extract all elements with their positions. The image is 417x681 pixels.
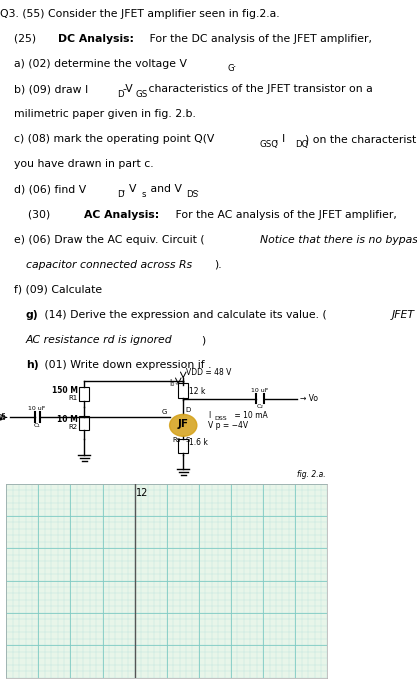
Text: 12: 12: [136, 488, 149, 498]
Text: .: .: [196, 185, 200, 195]
Text: GS: GS: [135, 90, 148, 99]
Text: s: s: [142, 190, 146, 199]
Text: G: G: [162, 409, 167, 415]
Text: For the AC analysis of the JFET amplifier,: For the AC analysis of the JFET amplifie…: [172, 210, 397, 219]
Text: 1.6 k: 1.6 k: [189, 438, 208, 447]
Text: .: .: [233, 59, 236, 69]
Text: R2: R2: [69, 424, 78, 430]
Text: R1: R1: [69, 395, 78, 401]
Text: I₀: I₀: [169, 379, 175, 388]
Text: = 10 mA: = 10 mA: [231, 411, 267, 420]
Bar: [178, 383, 188, 398]
Text: D: D: [186, 407, 191, 413]
Text: and V: and V: [147, 185, 182, 195]
Text: a) (02) determine the voltage V: a) (02) determine the voltage V: [0, 59, 187, 69]
Text: -V: -V: [122, 84, 133, 94]
Text: G: G: [228, 65, 234, 74]
Text: capacitor connected across Rs: capacitor connected across Rs: [26, 259, 192, 270]
Text: , V: , V: [122, 185, 137, 195]
Text: 10 uF: 10 uF: [251, 387, 269, 392]
Text: (25): (25): [0, 34, 40, 44]
Text: C₂: C₂: [256, 405, 264, 409]
Text: V p = −4V: V p = −4V: [208, 421, 248, 430]
Text: Q3. (55) Consider the JFET amplifier seen in fig.2.a.: Q3. (55) Consider the JFET amplifier see…: [0, 9, 280, 19]
Text: b) (09) draw I: b) (09) draw I: [0, 84, 88, 94]
Bar: [79, 387, 89, 401]
Text: h): h): [26, 360, 39, 370]
Text: Notice that there is no bypass: Notice that there is no bypass: [260, 235, 417, 244]
Text: ): ): [201, 335, 206, 345]
Bar: [79, 416, 89, 430]
Text: e) (06) Draw the AC equiv. Circuit (: e) (06) Draw the AC equiv. Circuit (: [0, 235, 204, 244]
Text: (14) Derive the expression and calculate its value. (: (14) Derive the expression and calculate…: [40, 310, 326, 320]
Text: JF: JF: [178, 419, 189, 429]
Text: DQ: DQ: [295, 140, 309, 148]
Text: I: I: [208, 411, 210, 420]
Text: g): g): [26, 310, 39, 320]
Text: D: D: [117, 190, 123, 199]
Text: VDD = 48 V: VDD = 48 V: [186, 368, 231, 377]
Text: AC resistance rd is ignored: AC resistance rd is ignored: [26, 335, 173, 345]
Text: 10 M: 10 M: [57, 415, 78, 424]
Text: DSS: DSS: [214, 416, 227, 421]
Text: DS: DS: [186, 190, 198, 199]
Text: fig. 2.a.: fig. 2.a.: [297, 471, 326, 479]
Text: ).: ).: [214, 259, 222, 270]
Text: JFET output: JFET output: [392, 310, 417, 320]
Text: 12 k: 12 k: [189, 387, 206, 396]
Text: C₁: C₁: [34, 424, 40, 428]
Text: For the DC analysis of the JFET amplifier,: For the DC analysis of the JFET amplifie…: [146, 34, 372, 44]
Text: S: S: [186, 437, 190, 443]
Text: 150 M: 150 M: [52, 385, 78, 394]
Circle shape: [170, 415, 197, 437]
Text: ) on the characteristics: ) on the characteristics: [305, 134, 417, 144]
Text: f) (09) Calculate: f) (09) Calculate: [0, 285, 102, 295]
Text: AC Analysis:: AC Analysis:: [85, 210, 160, 219]
Text: , I: , I: [276, 134, 286, 144]
Text: → Vo: → Vo: [299, 394, 318, 403]
Text: c) (08) mark the operating point Q(V: c) (08) mark the operating point Q(V: [0, 134, 214, 144]
Text: DC Analysis:: DC Analysis:: [58, 34, 135, 44]
Text: D: D: [117, 90, 123, 99]
Text: characteristics of the JFET transistor on a: characteristics of the JFET transistor o…: [146, 84, 373, 94]
Text: Rs: Rs: [172, 437, 181, 443]
Text: (01) Write down expression if .: (01) Write down expression if .: [40, 360, 211, 370]
Text: (30): (30): [0, 210, 54, 219]
Text: milimetric paper given in fig. 2.b.: milimetric paper given in fig. 2.b.: [0, 109, 196, 119]
Text: 10 uF: 10 uF: [28, 407, 46, 411]
Text: ⁺: ⁺: [174, 383, 177, 388]
Bar: [178, 439, 188, 453]
Text: Vi: Vi: [0, 413, 6, 422]
Text: GSQ: GSQ: [260, 140, 279, 148]
Text: d) (06) find V: d) (06) find V: [0, 185, 86, 195]
Text: you have drawn in part c.: you have drawn in part c.: [0, 159, 153, 170]
